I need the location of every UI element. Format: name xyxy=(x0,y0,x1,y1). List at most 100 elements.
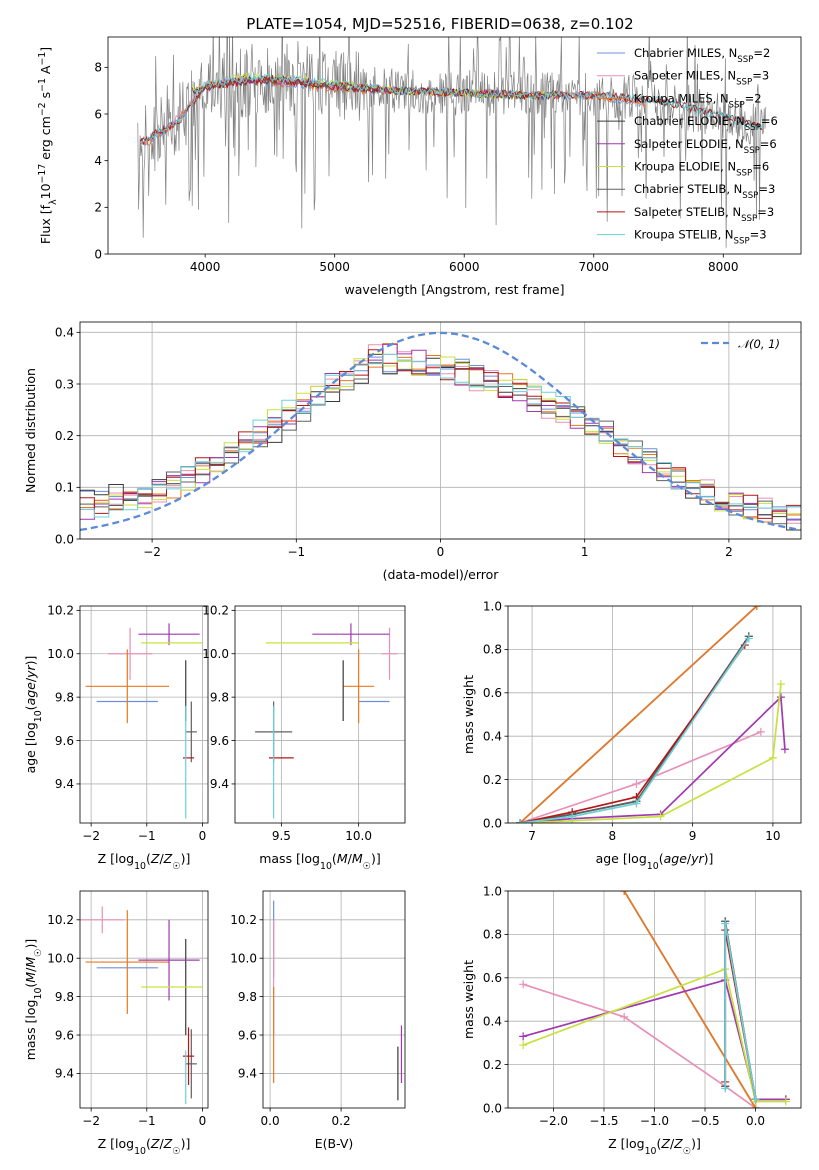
y-tick-label: 0.2 xyxy=(483,1058,502,1072)
axes-frame xyxy=(107,36,802,255)
label-fragment: Z xyxy=(150,1136,160,1151)
y-tick-label: 9.8 xyxy=(55,690,74,704)
label-fragment: =3 xyxy=(758,182,775,196)
label-fragment: )] xyxy=(181,1136,191,1151)
label-fragment: −17 xyxy=(37,164,48,184)
age_vs_mass-errorbars xyxy=(255,623,398,819)
y-tick-label: 9.4 xyxy=(210,777,229,791)
y-tick-label: 9.4 xyxy=(55,777,74,791)
label-fragment: )] xyxy=(23,939,38,949)
label-fragment: ☉ xyxy=(363,861,371,872)
x-axis-label: Z [log10(Z/Z☉)] xyxy=(98,1136,191,1157)
label-fragment: −1 xyxy=(37,52,48,66)
y-tick-label: 10.2 xyxy=(47,604,74,618)
label-fragment: e xyxy=(23,682,38,690)
label-fragment: SSP xyxy=(736,169,752,179)
x-tick-label: 9.5 xyxy=(272,829,291,843)
label-fragment: Kroupa STELIB, N xyxy=(634,228,734,242)
x-tick-label: −1.5 xyxy=(589,1114,618,1128)
label-fragment: =2 xyxy=(753,46,770,60)
legend-label: Chabrier MILES, NSSP=2 xyxy=(634,46,770,65)
residual-histogram-line xyxy=(80,353,801,518)
x-tick-label: 10 xyxy=(765,829,780,843)
mass-weight-marker xyxy=(721,1084,730,1093)
mass-weight-marker xyxy=(656,812,665,821)
label-fragment: ( xyxy=(146,851,151,866)
y-tick-label: 1.0 xyxy=(483,884,502,898)
mw_vs_z-lines xyxy=(519,891,790,1108)
label-fragment: 10 xyxy=(134,1146,146,1157)
model-spectrum-line xyxy=(140,72,763,144)
label-fragment: (data-model)/error xyxy=(383,567,500,582)
y-axis-label: Normed distribution xyxy=(23,368,38,493)
y-tick-label: 0.8 xyxy=(483,643,502,657)
label-fragment: a xyxy=(23,698,38,706)
x-tick-label: 10.0 xyxy=(345,829,372,843)
label-fragment: Chabrier ELODIE, N xyxy=(634,114,745,128)
x-axis-label: (data-model)/error xyxy=(383,567,500,582)
x-tick-label: −1.0 xyxy=(640,1114,669,1128)
legend-label: Chabrier ELODIE, NSSP=6 xyxy=(634,114,778,133)
x-axis-label: E(B-V) xyxy=(315,1136,354,1151)
label-fragment: =3 xyxy=(757,205,774,219)
label-fragment: Normed distribution xyxy=(23,368,38,493)
mass-weight-marker xyxy=(519,1032,528,1041)
label-fragment: s xyxy=(38,92,53,103)
mass-weight-marker xyxy=(620,1012,629,1021)
residual-histograms xyxy=(80,331,801,532)
label-fragment: λ xyxy=(48,199,59,205)
x-tick-label: −0.5 xyxy=(690,1114,719,1128)
label-fragment: 10 xyxy=(645,1146,657,1157)
mass-weight-line xyxy=(724,923,757,1100)
label-fragment: M xyxy=(337,851,348,866)
label-fragment: age [log xyxy=(596,851,647,866)
label-fragment: y xyxy=(23,670,38,679)
label-fragment: ] xyxy=(38,47,53,52)
mw_vs_age-lines xyxy=(516,606,789,823)
y-tick-label: 0.6 xyxy=(483,971,502,985)
label-fragment: ☉ xyxy=(33,948,44,956)
x-axis-label: Z [log10(Z/Z☉)] xyxy=(608,1136,701,1157)
mass-weight-marker xyxy=(781,1097,790,1106)
mass-weight-line xyxy=(623,891,757,1108)
y-axis-label: mass [log10(M/M☉)] xyxy=(23,939,44,1061)
mass-weight-line xyxy=(519,635,750,823)
label-fragment: Flux [f xyxy=(38,204,53,244)
x-tick-label: 8 xyxy=(609,829,617,843)
x-tick-label: 0 xyxy=(199,1114,207,1128)
y-tick-label: 0.0 xyxy=(55,532,74,546)
y-tick-label: 9.8 xyxy=(238,990,257,1004)
x-tick-label: 0 xyxy=(437,545,445,559)
y-tick-label: 0.6 xyxy=(483,686,502,700)
y-axis-label: age [log10(age/yr)] xyxy=(23,656,44,774)
data-layer xyxy=(80,37,801,1108)
y-tick-label: 9.6 xyxy=(55,1028,74,1042)
y-tick-label: 9.4 xyxy=(238,1067,257,1081)
label-fragment: )] xyxy=(704,851,714,866)
y-tick-label: 0.0 xyxy=(483,1101,502,1115)
label-fragment: ☉ xyxy=(172,1146,180,1157)
axes-frame xyxy=(79,890,209,1109)
label-fragment: y xyxy=(690,851,699,866)
y-tick-label: 0.4 xyxy=(483,730,502,744)
axes-frame xyxy=(262,890,406,1109)
y-tick-label: 9.4 xyxy=(55,1067,74,1081)
x-tick-label: −1 xyxy=(287,545,305,559)
x-tick-label: −2 xyxy=(82,1114,100,1128)
axes-frame xyxy=(507,605,802,824)
y-tick-label: 10.2 xyxy=(202,604,229,618)
label-fragment: Salpeter ELODIE, N xyxy=(634,137,744,151)
label-fragment: −2 xyxy=(37,102,48,116)
label-fragment: Z [log xyxy=(98,1136,134,1151)
x-tick-label: 0 xyxy=(199,829,207,843)
age_vs_z-errorbars xyxy=(85,623,203,819)
label-fragment: Z xyxy=(163,1136,173,1151)
mass-weight-marker xyxy=(519,980,528,989)
label-fragment: SSP xyxy=(741,214,757,224)
y-tick-label: 0.1 xyxy=(55,481,74,495)
y-tick-label: 0 xyxy=(94,247,102,261)
x-tick-label: 0.0 xyxy=(746,1114,765,1128)
y-tick-label: 0.2 xyxy=(483,773,502,787)
label-fragment: mass [log xyxy=(259,851,320,866)
